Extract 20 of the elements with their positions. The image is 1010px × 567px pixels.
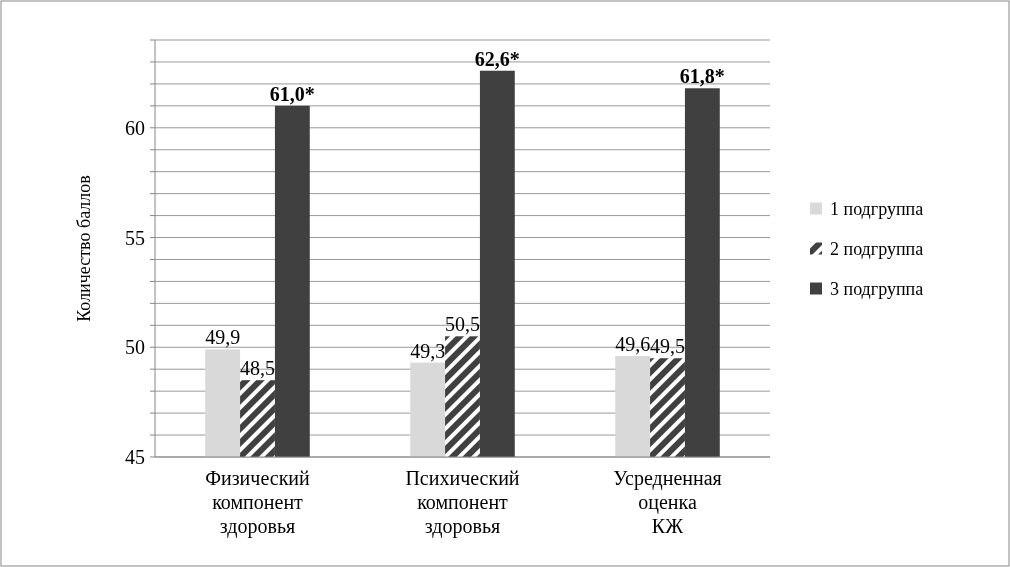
y-tick-label: 45	[125, 446, 145, 468]
data-label: 48,5	[240, 357, 275, 380]
data-label: 49,6	[615, 333, 651, 356]
x-tick-label: Физический компонент здоровья	[205, 467, 311, 538]
x-tick-label: Усредненная оценка КЖ	[613, 467, 722, 537]
data-label: 50,5	[445, 313, 480, 336]
data-label: 62,6*	[474, 47, 520, 70]
data-label: 49,3	[410, 339, 446, 362]
data-label: 61,0*	[269, 82, 315, 105]
y-tick-label: 60	[125, 116, 145, 139]
legend-label: 3 подгруппа	[830, 278, 924, 299]
legend-label: 1 подгруппа	[830, 198, 924, 219]
data-label: 49,5	[650, 335, 685, 358]
x-tick-label: Психический компонент здоровья	[405, 467, 520, 538]
y-axis-title: Количество баллов	[74, 175, 94, 322]
y-tick-label: 55	[125, 226, 145, 249]
data-label: 49,9	[205, 326, 241, 349]
data-label: 61,8*	[679, 65, 725, 88]
y-tick-label: 50	[125, 336, 145, 359]
legend-label: 2 подгруппа	[830, 238, 924, 259]
